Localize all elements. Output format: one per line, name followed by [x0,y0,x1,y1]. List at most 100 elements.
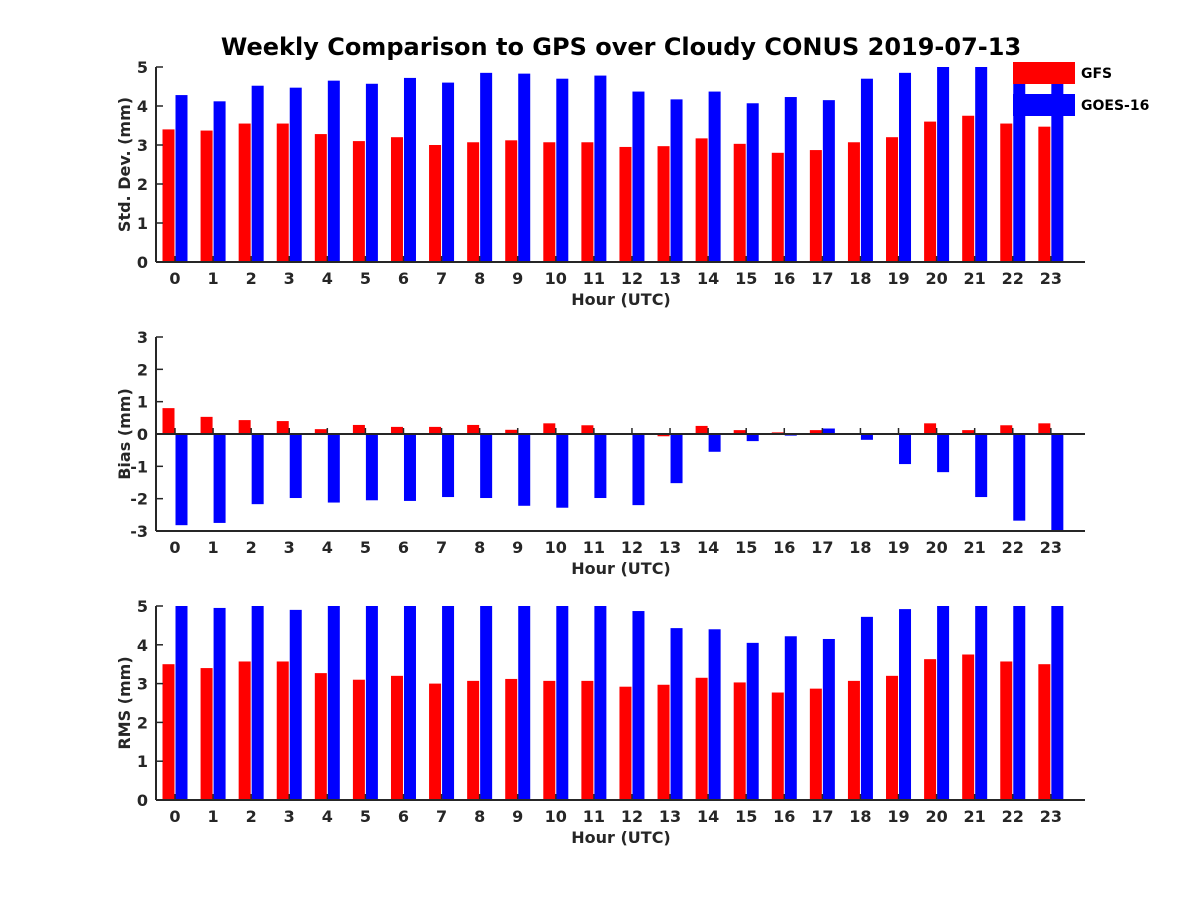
bar-gfs-23 [1038,126,1051,262]
y-axis-label: RMS (mm) [115,656,134,749]
x-tick-label: 19 [887,538,909,557]
bar-goes-16-17 [822,100,835,263]
x-tick-label: 9 [512,807,523,826]
bar-goes-16-6 [403,77,416,262]
bar-gfs-21 [962,654,975,800]
x-axis-label: Hour (UTC) [571,559,671,578]
bar-goes-16-16 [784,97,797,262]
bar-gfs-1 [200,668,213,800]
bar-gfs-22 [1000,661,1013,800]
bar-gfs-18 [847,680,860,800]
bar-gfs-8 [467,142,480,262]
bar-gfs-13 [657,434,670,437]
bar-goes-16-20 [937,606,950,800]
bar-goes-16-22 [1013,71,1026,263]
bar-gfs-14 [695,677,708,800]
bar-goes-16-13 [670,434,683,484]
bar-goes-16-21 [975,67,988,262]
bar-goes-16-1 [213,101,226,262]
bar-goes-16-13 [670,628,683,800]
bar-gfs-7 [429,683,442,800]
bar-gfs-12 [619,686,632,800]
bar-goes-16-9 [518,434,531,506]
bar-gfs-2 [238,661,251,800]
x-tick-label: 21 [964,269,986,288]
bar-gfs-17 [809,430,822,434]
bar-goes-16-6 [403,606,416,800]
x-tick-label: 17 [811,807,833,826]
series-gfs [162,654,1051,800]
bar-gfs-10 [543,142,556,262]
bar-gfs-11 [581,680,594,800]
y-tick-label: 1 [137,752,148,771]
bar-goes-16-0 [175,606,188,800]
bar-goes-16-19 [899,609,912,800]
x-tick-label: 18 [849,269,871,288]
x-tick-label: 20 [925,538,947,557]
y-tick-label: 5 [137,58,148,77]
bar-gfs-15 [733,143,746,262]
x-tick-label: 1 [208,538,219,557]
bar-goes-16-4 [327,434,340,503]
x-tick-label: 0 [169,269,180,288]
bar-goes-16-1 [213,434,226,523]
bar-goes-16-14 [708,434,721,452]
bar-goes-16-11 [594,606,607,800]
bar-goes-16-9 [518,606,531,800]
bar-goes-16-17 [822,638,835,800]
x-tick-label: 16 [773,807,795,826]
x-tick-label: 5 [360,269,371,288]
bar-gfs-20 [924,121,937,262]
x-tick-label: 2 [246,807,257,826]
x-tick-label: 7 [436,807,447,826]
bar-goes-16-7 [442,82,455,262]
y-tick-label: 3 [137,675,148,694]
bar-goes-16-18 [860,78,873,262]
x-tick-label: 5 [360,807,371,826]
x-tick-label: 6 [398,538,409,557]
bar-gfs-1 [200,416,213,434]
x-tick-label: 22 [1002,538,1024,557]
bar-goes-16-10 [556,434,569,508]
bar-gfs-5 [352,141,365,262]
bar-gfs-16 [771,692,784,800]
bar-gfs-4 [314,134,327,262]
y-tick-label: 2 [137,175,148,194]
bar-gfs-5 [352,424,365,434]
bar-goes-16-21 [975,434,988,498]
bar-gfs-13 [657,684,670,800]
x-tick-label: 16 [773,269,795,288]
x-tick-label: 22 [1002,807,1024,826]
y-tick-label: -2 [130,490,148,509]
x-tick-label: 18 [849,538,871,557]
bar-goes-16-6 [403,434,416,501]
y-tick-label: 0 [137,791,148,810]
bar-goes-16-8 [480,72,493,262]
bar-gfs-21 [962,430,975,434]
x-tick-label: 13 [659,807,681,826]
x-tick-label: 17 [811,269,833,288]
bar-gfs-17 [809,150,822,262]
bar-gfs-0 [162,664,175,800]
bar-goes-16-15 [746,434,759,442]
x-tick-label: 6 [398,269,409,288]
y-tick-label: 0 [137,253,148,272]
x-tick-label: 23 [1040,538,1062,557]
bar-gfs-13 [657,146,670,262]
bar-goes-16-2 [251,606,264,800]
x-tick-label: 3 [284,538,295,557]
bar-gfs-11 [581,425,594,434]
y-tick-label: 1 [137,214,148,233]
bar-gfs-12 [619,146,632,262]
series-gfs [162,115,1051,262]
bar-goes-16-17 [822,428,835,434]
bar-goes-16-0 [175,434,188,526]
bar-gfs-23 [1038,664,1051,800]
bar-goes-16-20 [937,434,950,473]
x-tick-label: 10 [545,538,567,557]
y-tick-label: 3 [137,328,148,347]
y-tick-label: 2 [137,713,148,732]
bar-gfs-8 [467,680,480,800]
